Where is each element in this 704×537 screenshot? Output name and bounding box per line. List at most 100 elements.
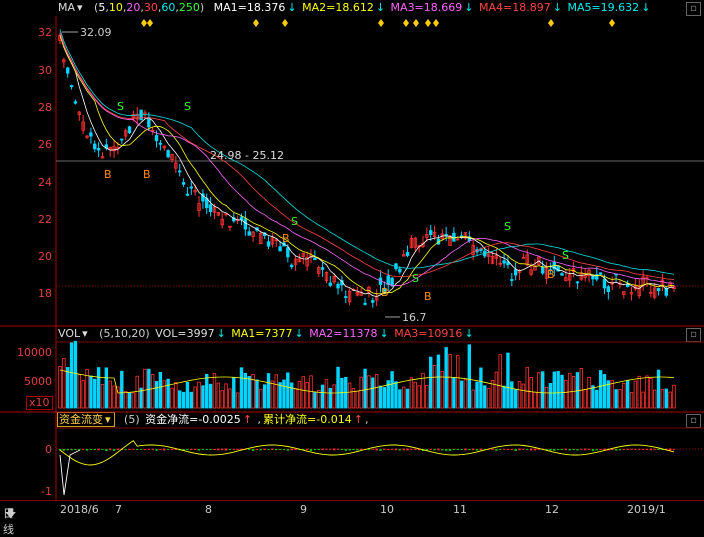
volume-bar — [305, 382, 309, 409]
volume-bar — [247, 376, 251, 409]
volume-bar — [541, 371, 545, 409]
flow-bar — [653, 448, 656, 450]
volume-bar — [633, 380, 638, 409]
volume-bar — [208, 383, 213, 409]
volume-bar — [494, 371, 499, 409]
price-panel[interactable]: MA ▾ (5,10,20,30,60,250) MA1=18.376 ↓ MA2=… — [0, 0, 704, 326]
price-candle — [494, 255, 499, 259]
flow-net-line — [59, 449, 81, 496]
flow-bar — [522, 448, 525, 450]
price-candle — [112, 146, 116, 152]
price-candle — [162, 145, 166, 149]
volume-bar — [320, 384, 325, 409]
volume-bar — [189, 391, 193, 409]
volume-panel[interactable]: VOL ▾ (5,10,20) VOL=3997 ↓ MA1=7377 ↓ MA2=1… — [0, 326, 704, 412]
volume-bar — [297, 380, 302, 409]
volume-bar — [178, 390, 182, 409]
price-candle — [390, 277, 394, 287]
volume-bar — [85, 368, 89, 409]
flow-indicator-dropdown[interactable]: 资金流变 ▾ — [57, 412, 115, 427]
volume-bar — [568, 372, 572, 409]
price-candle — [413, 237, 417, 248]
volume-bar — [618, 389, 622, 409]
volume-bar — [556, 371, 560, 409]
price-candle — [344, 296, 348, 298]
ma20-line — [59, 33, 675, 286]
flow-bar — [429, 448, 432, 450]
ma2-value: MA2=18.612 — [302, 1, 374, 14]
ma-param-10: 10 — [108, 1, 123, 14]
flow-bar — [267, 449, 270, 450]
volume-header: VOL ▾ (5,10,20) VOL=3997 ↓ MA1=7377 ↓ MA2=1… — [58, 327, 474, 340]
flow-indicator-label: 资金流变 — [59, 413, 103, 426]
price-candle — [243, 218, 248, 230]
price-candle — [320, 267, 325, 270]
volume-bar — [398, 389, 402, 409]
ma-label[interactable]: MA — [58, 1, 76, 14]
volume-bar — [552, 371, 556, 409]
price-candle — [629, 292, 634, 295]
buy-signal: B — [381, 286, 389, 299]
flow-tick: 0 — [45, 443, 52, 456]
flow-bar — [448, 449, 452, 451]
flow-bar — [614, 449, 618, 451]
volume-bar — [81, 380, 85, 409]
volume-bar — [73, 340, 78, 409]
flow-bar — [112, 449, 116, 451]
volume-bar — [286, 372, 290, 409]
price-candle — [69, 85, 74, 88]
volume-bar — [548, 383, 553, 409]
signal-diamond — [548, 19, 554, 27]
vol-label[interactable]: VOL — [58, 327, 81, 340]
ma-params-open: ( — [94, 1, 99, 14]
flow-bar — [101, 449, 104, 450]
price-candle — [216, 212, 221, 216]
flow-bar — [329, 448, 332, 450]
flow-bar — [568, 449, 571, 451]
price-candle — [602, 278, 607, 289]
price-candle — [568, 274, 572, 281]
flow-bar — [255, 448, 259, 450]
price-tick: 30 — [38, 64, 52, 77]
flow-bar — [444, 449, 448, 451]
flow-bar — [325, 448, 328, 450]
volume-bar — [328, 387, 333, 409]
price-candle — [525, 254, 529, 266]
low-annotation: 16.7 — [402, 311, 427, 324]
price-candle — [197, 203, 201, 211]
volume-bar — [355, 390, 360, 409]
ma3-value: MA3=18.669 — [390, 1, 463, 14]
flow-bar — [201, 449, 205, 450]
volume-bar — [363, 368, 367, 409]
flow-bar — [97, 448, 100, 451]
ma30-line — [59, 29, 675, 275]
flow-bar — [290, 448, 293, 451]
flow-bar — [387, 448, 390, 450]
flow-bar — [128, 448, 131, 450]
volume-bar — [490, 380, 495, 409]
volume-bar — [96, 367, 101, 409]
sell-signal: S — [184, 100, 191, 113]
flow-bar — [564, 448, 568, 451]
ma60-line — [59, 32, 675, 280]
price-candle — [154, 135, 159, 142]
price-candle — [73, 101, 78, 104]
ma-dropdown-icon[interactable]: ▾ — [77, 1, 83, 14]
price-candle — [506, 261, 510, 266]
flow-panel[interactable]: 资金流变 ▾ (5) 资金净流=-0.0025 ↑ , 累计净流=-0.014 ↑, ▫… — [0, 412, 704, 500]
price-panel-close-icon[interactable]: ▫ — [686, 2, 701, 16]
price-candle — [363, 302, 367, 305]
ma-param-250: 250 — [178, 1, 200, 14]
price-candle — [228, 225, 232, 228]
flow-bar — [406, 448, 409, 451]
flow-bar — [278, 449, 282, 450]
flow-bar — [626, 448, 629, 450]
vol-dropdown-icon[interactable]: ▾ — [82, 327, 88, 340]
flow-net: 资金净流=-0.0025 — [145, 413, 241, 426]
volume-bar — [166, 378, 170, 409]
price-candle — [448, 235, 452, 246]
price-candle — [587, 269, 591, 277]
volume-bar — [382, 387, 387, 409]
flow-bar — [672, 448, 676, 450]
